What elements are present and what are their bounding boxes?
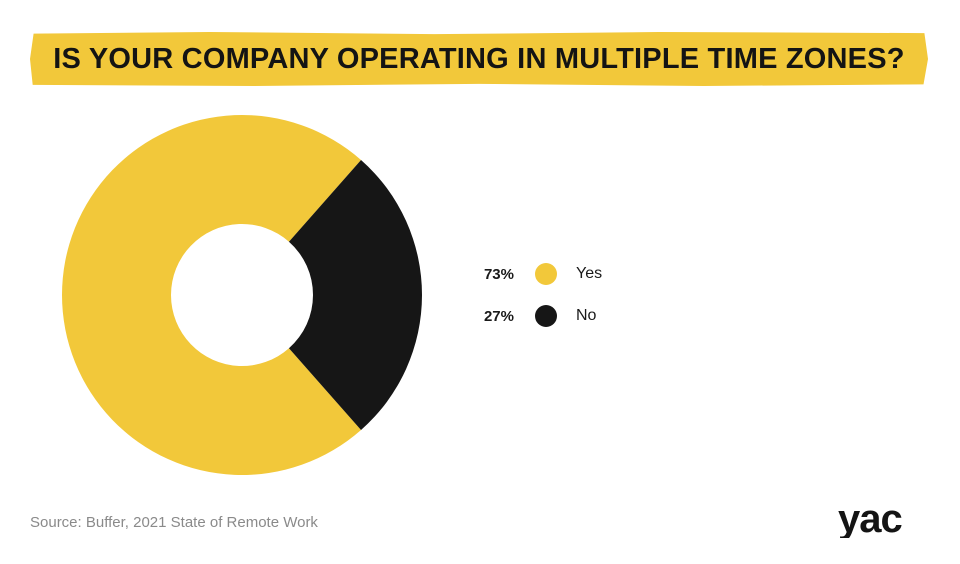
legend-swatch-yes (535, 263, 557, 285)
slice-no (288, 159, 422, 431)
legend-value-yes: 73% (483, 265, 514, 283)
legend-value-no: 27% (483, 307, 514, 325)
legend-item-no: 27% No (478, 300, 602, 332)
legend-label-yes: Yes (576, 265, 603, 282)
legend-item-yes: 73% Yes (478, 258, 602, 290)
legend-label-no: No (576, 307, 597, 324)
logo-text: yac (838, 502, 902, 538)
legend-swatch-no (535, 305, 557, 327)
slice-yes (62, 115, 362, 475)
yac-logo: yac (838, 502, 903, 538)
legend: 73% Yes 27% No (478, 258, 602, 342)
chart-title: IS YOUR COMPANY OPERATING IN MULTIPLE TI… (53, 42, 905, 75)
title-banner: IS YOUR COMPANY OPERATING IN MULTIPLE TI… (30, 32, 928, 86)
source-note: Source: Buffer, 2021 State of Remote Wor… (30, 514, 318, 531)
